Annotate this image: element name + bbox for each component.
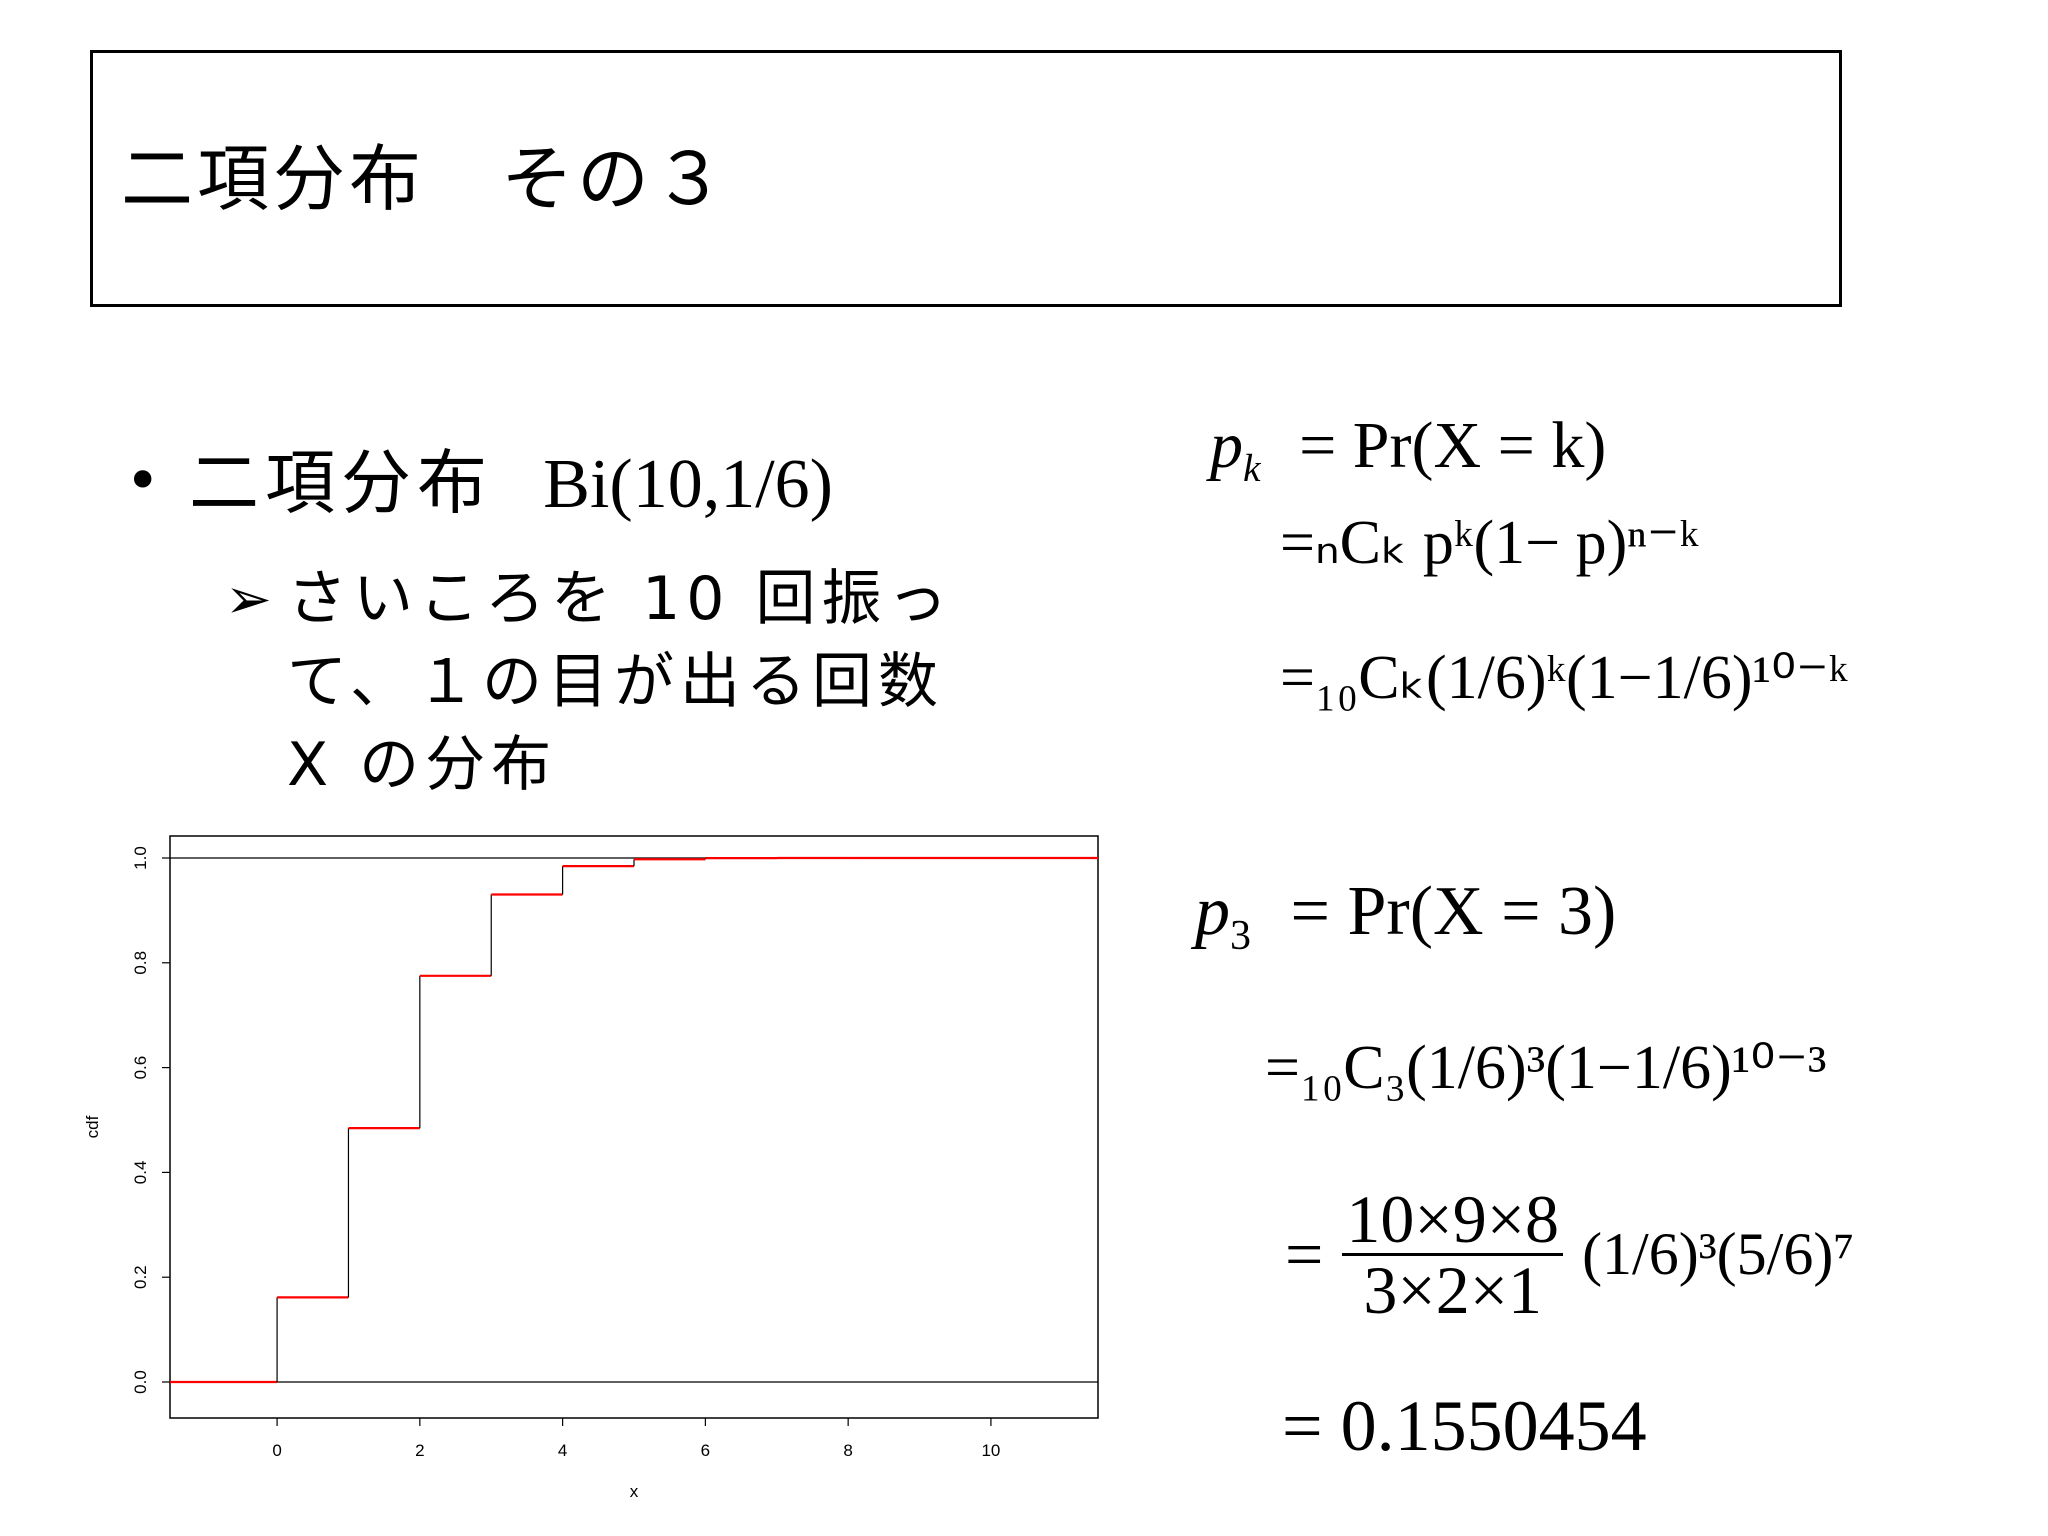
formula-general-rhs: = Pr(X = k) [1299, 409, 1607, 482]
y-tick-label-3: 0.6 [131, 1056, 150, 1080]
x-tick-label-5: 10 [981, 1441, 1000, 1460]
formula-pk: p [1210, 409, 1243, 482]
x-tick-label-2: 4 [558, 1441, 567, 1460]
x-axis-ticks: 0 2 4 6 8 10 [272, 1418, 1000, 1460]
y-tick-label-2: 0.4 [131, 1161, 150, 1185]
arrow-bullet-icon: ➢ [225, 567, 272, 632]
formula-specific-line1: p3 = Pr(X = 3) [1195, 872, 1617, 957]
formula-p3: p [1195, 873, 1230, 950]
y-tick-label-0: 0.0 [131, 1370, 150, 1394]
formula-fraction: 10×9×8 3×2×1 [1342, 1185, 1564, 1328]
cdf-steps [170, 856, 1098, 1384]
formula-result: = 0.1550454 [1282, 1386, 1647, 1466]
x-tick-label-0: 0 [272, 1441, 281, 1460]
formula-general-line1: pk = Pr(X = k) [1210, 408, 1607, 488]
formula-specific-rhs: = Pr(X = 3) [1290, 873, 1617, 950]
x-tick-label-4: 8 [843, 1441, 852, 1460]
plot-frame [169, 835, 1099, 1419]
formula-p3-sub: 3 [1230, 913, 1251, 959]
fraction-numerator: 10×9×8 [1342, 1185, 1564, 1256]
y-tick-label-1: 0.2 [131, 1265, 150, 1289]
bullet-dot: • [125, 446, 161, 516]
cdf-step-chart: 0 2 4 6 8 10 0.0 0.2 0.4 0.6 0.8 1.0 x cdf [83, 835, 1099, 1501]
y-axis-label: cdf [83, 1115, 102, 1138]
formula-general-line3: =₁₀Cₖ(1/6)ᵏ(1−1/6)¹⁰⁻ᵏ [1280, 644, 1849, 712]
formula-general-line2: =ₙCₖ pᵏ(1− p)ⁿ⁻ᵏ [1280, 509, 1700, 577]
bullet-jp-label: 二項分布 [189, 442, 493, 524]
x-axis-label: x [630, 1482, 639, 1501]
formula-specific-line2: =₁₀C₃(1/6)³(1−1/6)¹⁰⁻³ [1265, 1034, 1827, 1102]
y-tick-label-4: 0.8 [131, 951, 150, 975]
slide-title: 二項分布 その３ [121, 137, 730, 221]
formula-specific-line3-rest: (1/6)³(5/6)⁷ [1582, 1221, 1855, 1287]
bullet-math-label: Bi(10,1/6) [543, 446, 833, 523]
sub-line-1: さいころを 10 回振っ [287, 564, 954, 634]
x-tick-label-3: 6 [701, 1441, 710, 1460]
sub-bullet: ➢ さいころを 10 回振っ て、１の目が出る回数 X の分布 [225, 558, 954, 807]
formula-specific-line3: = 10×9×8 3×2×1 (1/6)³(5/6)⁷ [1285, 1181, 1855, 1328]
x-tick-label-1: 2 [415, 1441, 424, 1460]
formula-pk-sub: k [1243, 446, 1261, 491]
sub-line-2: て、１の目が出る回数 [287, 647, 944, 717]
sub-line-3: X の分布 [287, 730, 558, 800]
title-box: 二項分布 その３ [90, 50, 1842, 307]
y-axis-ticks: 0.0 0.2 0.4 0.6 0.8 1.0 [131, 846, 170, 1394]
reference-lines [170, 857, 1098, 1383]
bullet-item: • 二項分布 Bi(10,1/6) [125, 448, 833, 520]
y-tick-label-5: 1.0 [131, 846, 150, 870]
fraction-denominator: 3×2×1 [1363, 1252, 1543, 1328]
